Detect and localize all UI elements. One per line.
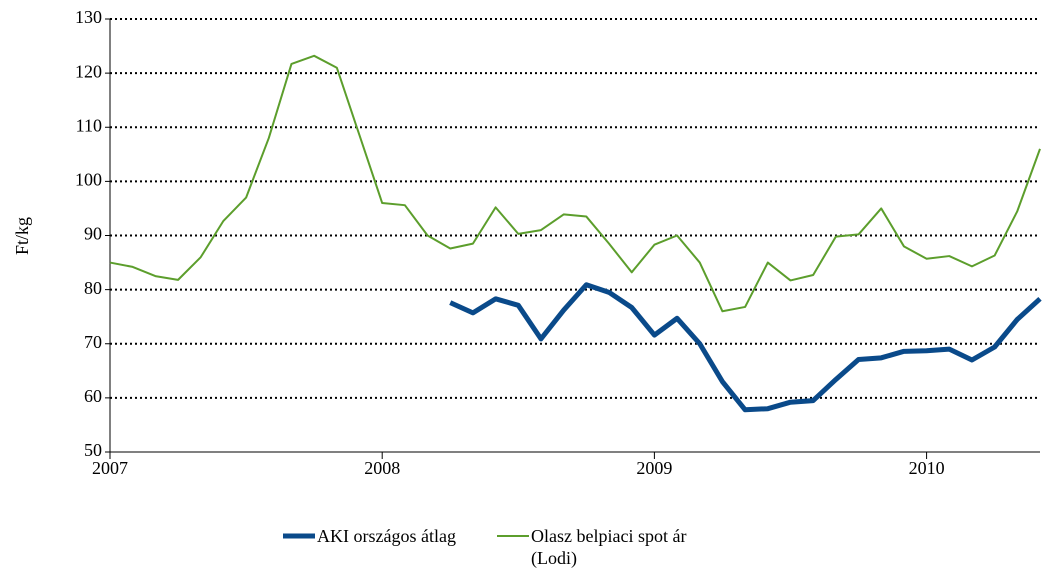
y-tick-label: 130: [75, 7, 102, 27]
legend-label: AKI országos átlag: [317, 526, 456, 546]
y-tick-label: 60: [84, 386, 102, 406]
x-tick-label: 2009: [636, 458, 672, 478]
legend-item: AKI országos átlag: [317, 526, 456, 546]
y-tick-label: 100: [75, 170, 102, 190]
y-tick-label: 70: [84, 332, 102, 352]
y-tick-label: 110: [76, 115, 102, 135]
series-line: [449, 282, 1042, 413]
legend-item: Olasz belpiaci spot ár (Lodi): [531, 526, 687, 568]
legend-label: Olasz belpiaci spot ár (Lodi): [531, 526, 687, 568]
y-tick-label: 80: [84, 278, 102, 298]
x-tick-label: 2008: [364, 458, 400, 478]
series-line: [109, 54, 1041, 313]
y-axis-label: Ft/kg: [12, 217, 32, 255]
y-tick-label: 50: [84, 440, 102, 460]
y-tick-label: 120: [75, 61, 102, 81]
x-tick-label: 2010: [909, 458, 945, 478]
y-tick-label: 90: [84, 224, 102, 244]
x-tick-label: 2007: [92, 458, 128, 478]
